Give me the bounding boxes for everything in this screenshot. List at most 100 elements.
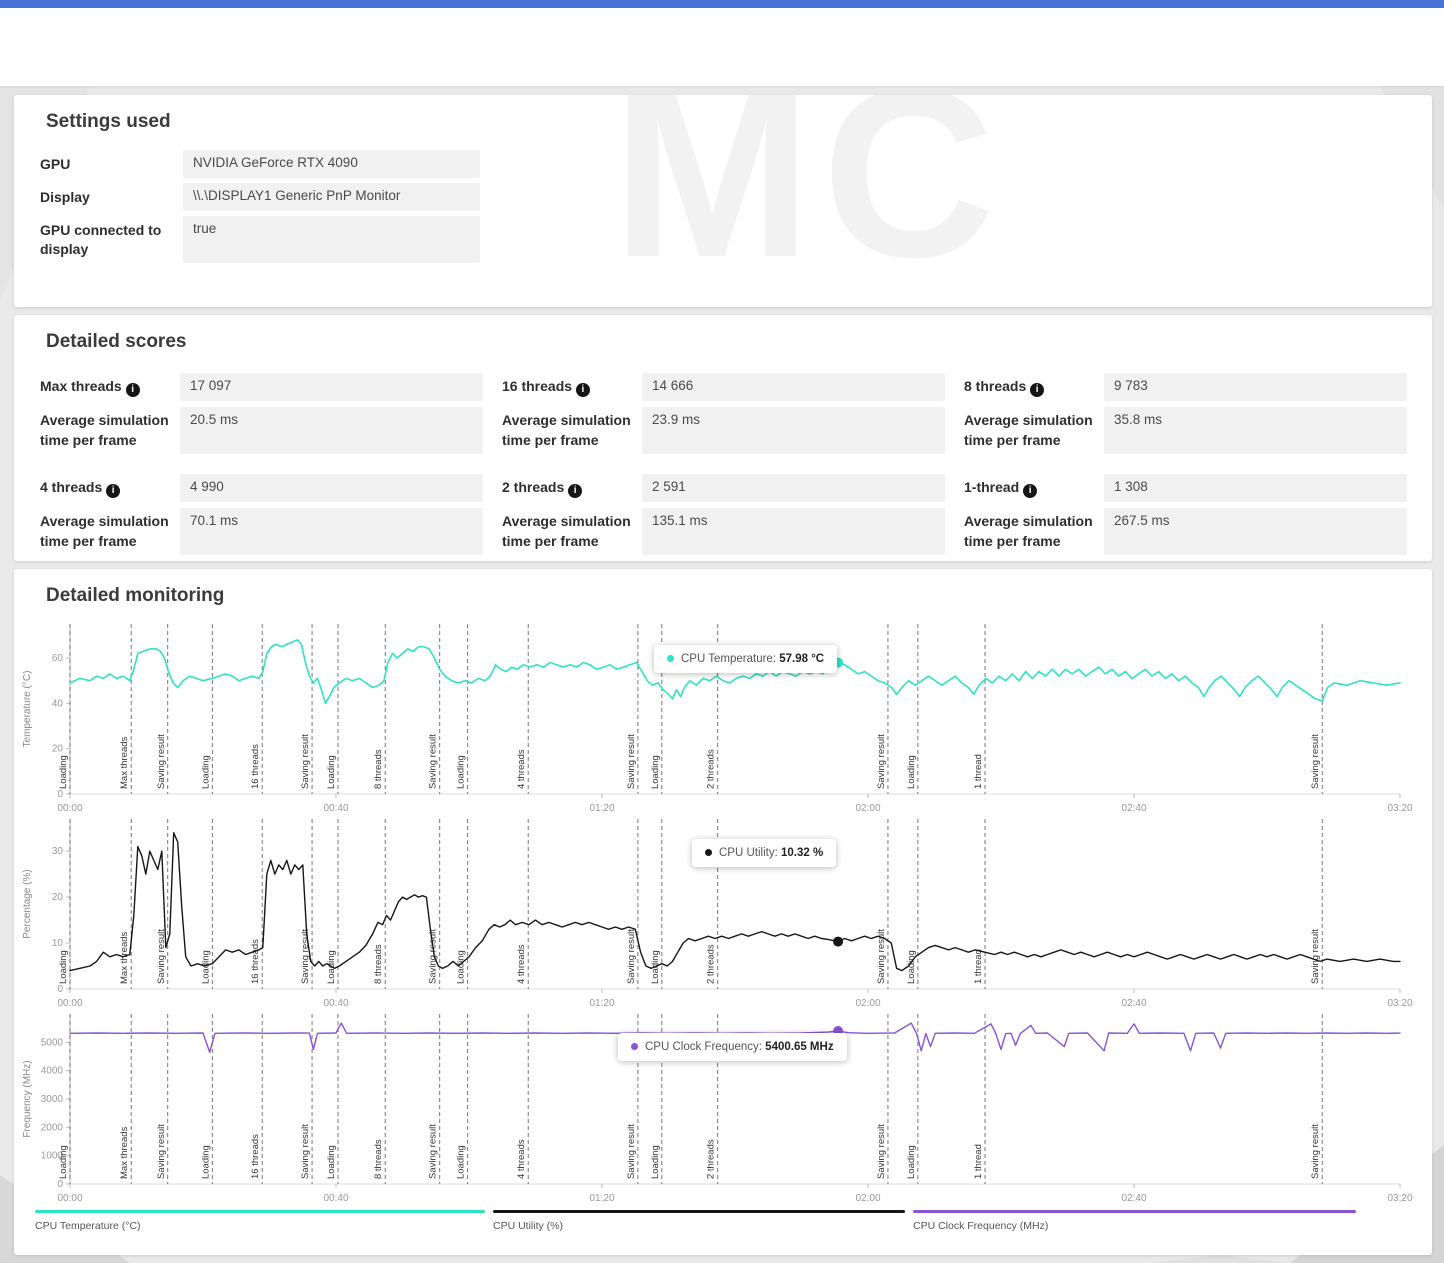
svg-text:00:40: 00:40 [323, 998, 348, 1009]
svg-text:Loading: Loading [326, 1145, 337, 1179]
settings-card: MC Settings used GPU NVIDIA GeForce RTX 4… [14, 95, 1432, 307]
avg-sim-time-label: Average simulation time per frame [964, 412, 1093, 448]
settings-value-field: NVIDIA GeForce RTX 4090 [183, 150, 480, 178]
tooltip-value: 10.32 % [780, 847, 824, 859]
settings-rows: GPU NVIDIA GeForce RTX 4090 Display \\.\DIS… [14, 150, 1432, 263]
svg-text:4 threads: 4 threads [516, 944, 527, 984]
tooltip-dot [705, 849, 712, 856]
svg-text:Loading: Loading [650, 1145, 661, 1179]
svg-text:Saving result: Saving result [876, 734, 887, 789]
svg-text:16 threads: 16 threads [250, 1134, 261, 1179]
info-icon[interactable]: i [575, 383, 590, 397]
svg-text:01:20: 01:20 [589, 998, 614, 1009]
svg-text:Loading: Loading [456, 1145, 467, 1179]
legend-item-cpu-clock-frequency-mhz-[interactable]: CPU Clock Frequency (MHz) [913, 1210, 1356, 1232]
svg-text:00:00: 00:00 [57, 998, 82, 1009]
avg-sim-time-field: 35.8 ms [1104, 407, 1407, 454]
score-cell-16-threads: 16 threads i 14 666 Average simulation tim… [502, 373, 945, 460]
tooltip-dot [667, 655, 674, 662]
svg-text:02:00: 02:00 [855, 998, 880, 1009]
utility-chart[interactable]: 0 10 20 30 Percentage (%) Loading Max threads S… [14, 814, 1432, 1019]
svg-text:Saving result: Saving result [626, 734, 637, 789]
svg-text:Saving result: Saving result [428, 929, 439, 984]
avg-sim-time-field: 23.9 ms [642, 407, 945, 454]
svg-text:30: 30 [52, 846, 64, 857]
svg-text:1 thread: 1 thread [973, 754, 984, 789]
avg-sim-time-field: 70.1 ms [180, 508, 483, 555]
svg-text:03:20: 03:20 [1387, 998, 1412, 1009]
svg-text:Loading: Loading [906, 950, 917, 984]
svg-text:02:40: 02:40 [1121, 998, 1146, 1009]
svg-text:00:00: 00:00 [57, 803, 82, 814]
svg-text:8 threads: 8 threads [373, 749, 384, 789]
svg-text:02:00: 02:00 [855, 1193, 880, 1204]
score-value-field: 17 097 [180, 373, 483, 401]
svg-text:Loading: Loading [200, 755, 211, 789]
svg-text:1 thread: 1 thread [973, 1144, 984, 1179]
svg-text:02:00: 02:00 [855, 803, 880, 814]
info-icon[interactable]: i [125, 383, 140, 397]
svg-text:Loading: Loading [326, 755, 337, 789]
svg-text:03:20: 03:20 [1387, 803, 1412, 814]
svg-text:Frequency (MHz): Frequency (MHz) [22, 1060, 33, 1137]
svg-text:Temperature (°C): Temperature (°C) [22, 671, 33, 748]
svg-text:8 threads: 8 threads [373, 944, 384, 984]
svg-text:Saving result: Saving result [626, 1124, 637, 1179]
svg-text:Loading: Loading [58, 950, 69, 984]
svg-text:0: 0 [57, 1179, 63, 1190]
score-label: 2 threads i [502, 474, 642, 502]
legend-label: CPU Temperature (°C) [35, 1220, 141, 1232]
svg-text:5000: 5000 [41, 1037, 64, 1048]
svg-text:Loading: Loading [456, 950, 467, 984]
info-icon[interactable]: i [1023, 484, 1038, 498]
score-label: 1-thread i [964, 474, 1104, 502]
temperature-chart[interactable]: 0 20 40 60 Temperature (°C) Loading Max thread… [14, 619, 1432, 824]
score-cell-max-threads: Max threads i 17 097 Average simulation ti… [40, 373, 483, 460]
svg-text:02:40: 02:40 [1121, 1193, 1146, 1204]
score-label: 16 threads i [502, 373, 642, 401]
svg-text:40: 40 [52, 698, 64, 709]
legend-swatch [913, 1210, 1356, 1213]
legend-item-cpu-temperature-c-[interactable]: CPU Temperature (°C) [35, 1210, 485, 1232]
settings-value-field: \\.\DISPLAY1 Generic PnP Monitor [183, 183, 480, 211]
top-banner [0, 0, 1444, 8]
svg-text:Saving result: Saving result [876, 929, 887, 984]
svg-text:03:20: 03:20 [1387, 1193, 1412, 1204]
svg-text:02:40: 02:40 [1121, 803, 1146, 814]
svg-text:Max threads: Max threads [119, 736, 130, 789]
svg-text:00:40: 00:40 [323, 803, 348, 814]
svg-text:60: 60 [52, 653, 64, 664]
avg-sim-time-field: 20.5 ms [180, 407, 483, 454]
tooltip-value: 5400.65 MHz [765, 1041, 834, 1053]
svg-text:2 threads: 2 threads [706, 1139, 717, 1179]
avg-sim-time-field: 267.5 ms [1104, 508, 1407, 555]
svg-text:Saving result: Saving result [156, 929, 167, 984]
svg-text:Saving result: Saving result [156, 734, 167, 789]
svg-text:Loading: Loading [906, 755, 917, 789]
svg-text:Loading: Loading [906, 1145, 917, 1179]
score-label: 4 threads i [40, 474, 180, 502]
svg-text:2 threads: 2 threads [706, 944, 717, 984]
svg-text:Saving result: Saving result [300, 1124, 311, 1179]
avg-sim-time-label: Average simulation time per frame [964, 513, 1093, 549]
info-icon[interactable]: i [106, 484, 121, 498]
svg-text:4000: 4000 [41, 1066, 64, 1077]
score-value-field: 9 783 [1104, 373, 1407, 401]
info-icon[interactable]: i [1030, 383, 1045, 397]
svg-text:Saving result: Saving result [156, 1124, 167, 1179]
settings-row: Display \\.\DISPLAY1 Generic PnP Monitor [40, 183, 1432, 211]
svg-text:0: 0 [57, 984, 63, 995]
scores-grid: Max threads i 17 097 Average simulation ti… [14, 353, 1432, 561]
info-icon[interactable]: i [568, 484, 583, 498]
tooltip-cpu-temperature: CPU Temperature: 57.98 °C [654, 645, 838, 673]
score-value-field: 14 666 [642, 373, 945, 401]
tooltip-cpu-clock-frequency: CPU Clock Frequency: 5400.65 MHz [618, 1033, 847, 1061]
tooltip-label: CPU Utility: [719, 847, 778, 859]
legend-item-cpu-utility-[interactable]: CPU Utility (%) [493, 1210, 905, 1232]
svg-text:Loading: Loading [58, 1145, 69, 1179]
avg-sim-time-label: Average simulation time per frame [40, 412, 169, 448]
settings-label: GPU connected to display [40, 222, 162, 257]
svg-text:4 threads: 4 threads [516, 1139, 527, 1179]
